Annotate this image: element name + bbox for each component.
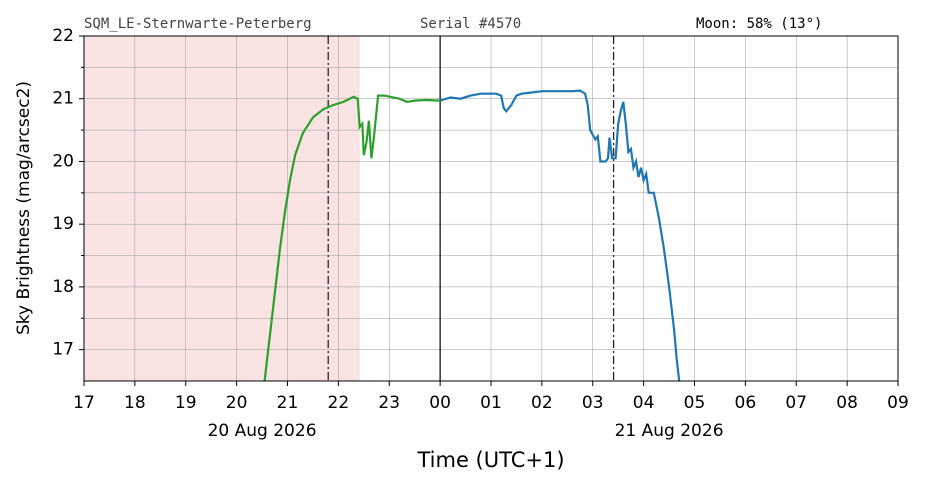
y-axis-label: Sky Brightness (mag/arcsec2) [14, 81, 34, 335]
x-tick-label: 21 [277, 393, 299, 413]
y-tick-label: 21 [52, 89, 74, 109]
x-tick-label: 04 [633, 393, 655, 413]
y-tick-label: 19 [52, 214, 74, 234]
x-tick-label: 00 [429, 393, 451, 413]
brightness-line [263, 94, 441, 381]
x-tick-label: 02 [531, 393, 553, 413]
x-tick-label: 07 [785, 393, 807, 413]
serial: Serial #4570 [420, 16, 521, 32]
x-tick-label: 18 [124, 393, 146, 413]
moon-info: Moon: 58% (13°) [696, 16, 822, 32]
y-tick-label: 20 [52, 151, 74, 171]
site-name: SQM_LE-Sternwarte-Peterberg [84, 16, 312, 32]
x-tick-label: 01 [480, 393, 502, 413]
x-tick-label: 23 [378, 393, 400, 413]
y-tick-label: 22 [52, 26, 74, 46]
date-label: 21 Aug 2026 [615, 421, 724, 441]
x-tick-label: 19 [175, 393, 197, 413]
y-tick-label: 17 [52, 340, 74, 360]
x-tick-label: 05 [684, 393, 706, 413]
x-tick-label: 08 [836, 393, 858, 413]
x-tick-label: 09 [887, 393, 909, 413]
y-tick-label: 18 [52, 277, 74, 297]
x-tick-label: 17 [73, 393, 95, 413]
twilight-span [84, 36, 360, 381]
brightness-line [439, 89, 681, 381]
x-tick-label: 06 [735, 393, 757, 413]
x-axis-label: Time (UTC+1) [416, 448, 564, 472]
x-tick-label: 20 [226, 393, 248, 413]
x-tick-label: 03 [582, 393, 604, 413]
x-tick-label: 22 [328, 393, 350, 413]
date-label: 20 Aug 2026 [208, 421, 317, 441]
